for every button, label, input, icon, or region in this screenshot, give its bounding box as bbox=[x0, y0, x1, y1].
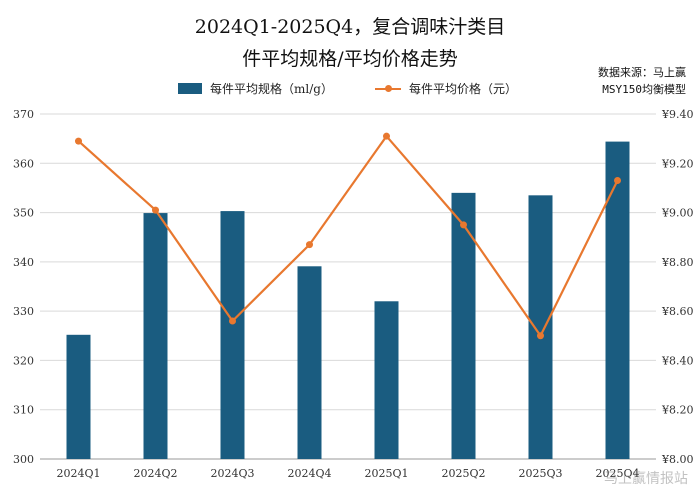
data-source-label: 数据来源：马上赢 bbox=[598, 66, 686, 79]
watermark: 马上赢情报站 bbox=[604, 471, 688, 487]
y-right-tick-label: ¥9.20 bbox=[661, 157, 694, 170]
y-right-tick-label: ¥8.60 bbox=[661, 305, 694, 318]
bar bbox=[297, 266, 322, 459]
y-left-tick-label: 310 bbox=[13, 404, 34, 417]
bar bbox=[528, 195, 553, 460]
price-point bbox=[229, 317, 236, 325]
y-left-tick-label: 360 bbox=[13, 157, 34, 170]
price-point bbox=[383, 132, 390, 140]
price-point bbox=[152, 206, 159, 214]
legend-item-line: 每件平均价格（元） bbox=[375, 80, 517, 97]
x-tick-label: 2024Q2 bbox=[133, 467, 177, 480]
legend-line-label: 每件平均价格（元） bbox=[409, 82, 518, 96]
y-left-tick-label: 340 bbox=[13, 256, 34, 269]
bar bbox=[374, 301, 399, 459]
y-left-tick-label: 330 bbox=[13, 305, 34, 318]
legend-bar-swatch bbox=[178, 83, 202, 94]
price-point bbox=[614, 177, 621, 185]
price-point bbox=[75, 137, 82, 145]
y-left-tick-label: 370 bbox=[13, 108, 34, 121]
price-point bbox=[306, 241, 313, 249]
legend-line-swatch bbox=[375, 83, 401, 94]
bar bbox=[143, 213, 168, 459]
x-tick-label: 2025Q3 bbox=[518, 467, 562, 480]
chart-title-line1: 2024Q1-2025Q4，复合调味汁类目 bbox=[194, 16, 506, 38]
chart-title-line2: 件平均规格/平均价格走势 bbox=[242, 48, 458, 70]
y-right-tick-label: ¥9.00 bbox=[661, 207, 694, 220]
y-right-tick-label: ¥9.40 bbox=[661, 108, 694, 121]
price-point bbox=[537, 332, 544, 340]
x-tick-label: 2024Q4 bbox=[287, 467, 331, 480]
x-tick-label: 2025Q2 bbox=[441, 467, 485, 480]
y-right-tick-label: ¥8.20 bbox=[661, 404, 694, 417]
legend-item-bar: 每件平均规格（ml/g） bbox=[178, 80, 333, 97]
x-tick-label: 2024Q3 bbox=[210, 467, 254, 480]
bar bbox=[605, 141, 630, 459]
y-left-tick-label: 350 bbox=[13, 207, 34, 220]
bar bbox=[451, 192, 476, 459]
data-model-label: MSY150均衡模型 bbox=[602, 83, 686, 96]
y-left-tick-label: 320 bbox=[13, 354, 34, 367]
y-right-tick-label: ¥8.40 bbox=[661, 354, 694, 367]
x-tick-label: 2025Q1 bbox=[364, 467, 408, 480]
price-point bbox=[460, 221, 467, 229]
x-tick-label: 2025Q4 bbox=[595, 467, 639, 480]
y-left-tick-label: 300 bbox=[13, 453, 34, 466]
y-right-tick-label: ¥8.80 bbox=[661, 256, 694, 269]
legend-bar-label: 每件平均规格（ml/g） bbox=[210, 82, 333, 96]
bar bbox=[220, 211, 245, 459]
y-right-tick-label: ¥8.00 bbox=[661, 453, 694, 466]
x-tick-label: 2024Q1 bbox=[56, 467, 100, 480]
bar bbox=[66, 334, 91, 459]
price-line bbox=[77, 135, 619, 337]
